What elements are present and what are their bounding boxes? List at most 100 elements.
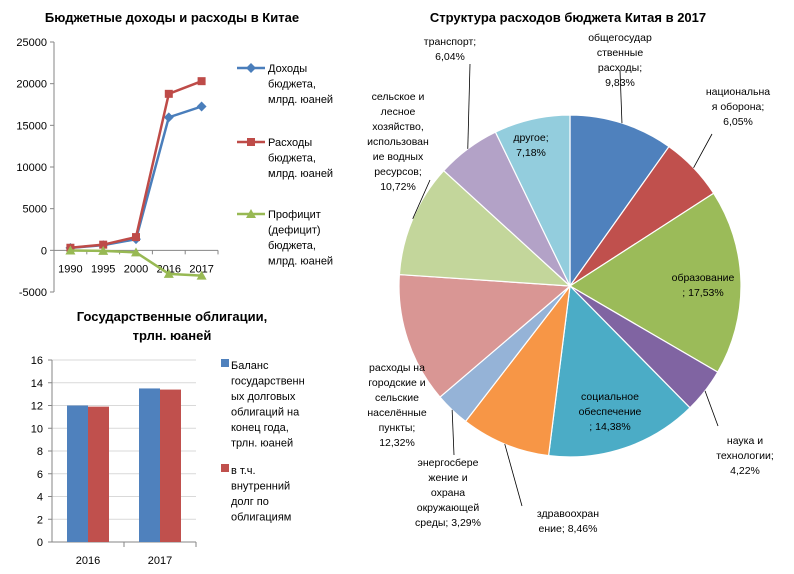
legend-label: Профицит (268, 209, 321, 221)
y-tick-label: 25000 (16, 37, 47, 49)
legend-label: бюджета, (268, 79, 316, 91)
data-point (98, 245, 109, 255)
y-tick-label: -5000 (19, 287, 47, 299)
y-tick-label: 8 (37, 446, 43, 458)
pie-label-7: энергосбере (418, 457, 479, 469)
pie-label-6: ение; 8,46% (539, 523, 598, 535)
pie-label-7: окружающей (417, 502, 480, 514)
pie-label-9: сельское и (372, 91, 425, 103)
y-tick-label: 5000 (23, 204, 47, 216)
leader-line (412, 179, 431, 220)
series-line-2 (70, 80, 203, 249)
pie-label-11: другое; (513, 132, 548, 144)
pie-label-9: лесное (381, 106, 416, 118)
bar-2016-2 (88, 406, 109, 542)
pie-label-7: жение и (428, 472, 467, 484)
pie-label-9: 10,72% (380, 181, 416, 193)
pie-label-9: хозяйство, (372, 121, 424, 133)
pie-label-3: ; 17,53% (682, 287, 723, 299)
pie-label-8: 12,32% (379, 437, 415, 449)
pie-label-7: охрана (431, 487, 465, 499)
legend-label: бюджета, (268, 153, 316, 165)
pie-label-2: национальна (706, 86, 770, 98)
line-chart-title: Бюджетные доходы и расходы в Китае (45, 10, 299, 25)
data-point (164, 89, 173, 98)
leader-line (693, 133, 713, 168)
pie-slice-8 (398, 273, 572, 398)
x-tick-label: 2016 (76, 555, 100, 567)
pie-label-1: общегосудар (588, 32, 652, 44)
bar-2017-1 (139, 388, 160, 542)
data-point (132, 233, 140, 242)
x-tick-label: 2017 (189, 263, 213, 275)
pie-label-1: ственные (597, 47, 644, 59)
pie-label-3: образование (672, 272, 735, 284)
pie-label-5: ; 14,38% (589, 421, 630, 433)
pie-label-9: ресурсов; (374, 166, 422, 178)
pie-label-10: транспорт; (424, 36, 476, 48)
legend-label: государственн (231, 376, 305, 388)
pie-label-1: 9,83% (605, 77, 635, 89)
pie-chart-title: Структура расходов бюджета Китая в 2017 (430, 10, 706, 25)
pie-label-4: 4,22% (730, 465, 760, 477)
pie-label-4: наука и (727, 435, 763, 447)
x-tick-label: 2000 (124, 263, 148, 275)
legend-label: в т.ч. (231, 465, 256, 477)
pie-label-8: городские и (368, 377, 425, 389)
legend-label: ых долговых (231, 391, 296, 403)
pie-label-1: расходы; (598, 62, 642, 74)
y-tick-label: 14 (31, 378, 43, 390)
legend-label: внутренний (231, 481, 290, 493)
y-tick-label: 12 (31, 401, 43, 413)
pie-label-11: 7,18% (516, 147, 546, 159)
legend-label: облигаций на (231, 407, 300, 419)
legend-label: (дефицит) (268, 225, 321, 237)
pie-slice-3 (568, 192, 742, 373)
y-tick-label: 4 (37, 492, 43, 504)
data-point (197, 77, 206, 86)
legend-marker (246, 63, 256, 73)
pie-label-9: ие водных (373, 151, 424, 163)
data-point (163, 112, 174, 123)
y-tick-label: 15000 (16, 120, 47, 132)
leader-line (619, 69, 623, 124)
pie-slice-6 (464, 283, 571, 457)
y-tick-label: 0 (41, 245, 47, 257)
legend-label: Доходы (268, 63, 307, 75)
legend-label: млрд. юаней (268, 168, 333, 180)
pie-label-5: социальное (581, 391, 639, 403)
y-tick-label: 16 (31, 355, 43, 367)
legend-label: бюджета, (268, 240, 316, 252)
pie-label-4: технологии; (716, 450, 774, 462)
pie-label-9: использован (367, 136, 429, 148)
pie-label-8: сельские (375, 392, 419, 404)
pie-label-2: 6,05% (723, 116, 753, 128)
x-tick-label: 1995 (91, 263, 115, 275)
y-tick-label: 20000 (16, 79, 47, 91)
legend-marker (247, 138, 255, 146)
pie-label-8: населённые (367, 407, 426, 419)
pie-label-2: я оборона; (712, 101, 765, 113)
pie-label-6: здравоохран (537, 508, 599, 520)
bar-2017-2 (160, 389, 181, 542)
y-tick-label: 2 (37, 514, 43, 526)
legend-label: Расходы (268, 137, 312, 149)
data-point (131, 247, 141, 257)
y-tick-label: 0 (37, 537, 43, 549)
leader-line (451, 409, 455, 456)
pie-label-8: пункты; (379, 422, 416, 434)
data-point (65, 245, 76, 255)
y-tick-label: 10000 (16, 162, 47, 174)
pie-label-7: среды; 3,29% (415, 517, 481, 529)
pie-slice-5 (547, 284, 691, 458)
legend-label: млрд. юаней (268, 256, 333, 268)
pie-label-10: 6,04% (435, 51, 465, 63)
x-tick-label: 1990 (58, 263, 82, 275)
legend-label: долг по (231, 496, 269, 508)
legend-marker (246, 209, 256, 218)
pie-label-5: обеспечение (579, 406, 642, 418)
data-point (196, 270, 207, 280)
x-tick-label: 2017 (148, 555, 172, 567)
